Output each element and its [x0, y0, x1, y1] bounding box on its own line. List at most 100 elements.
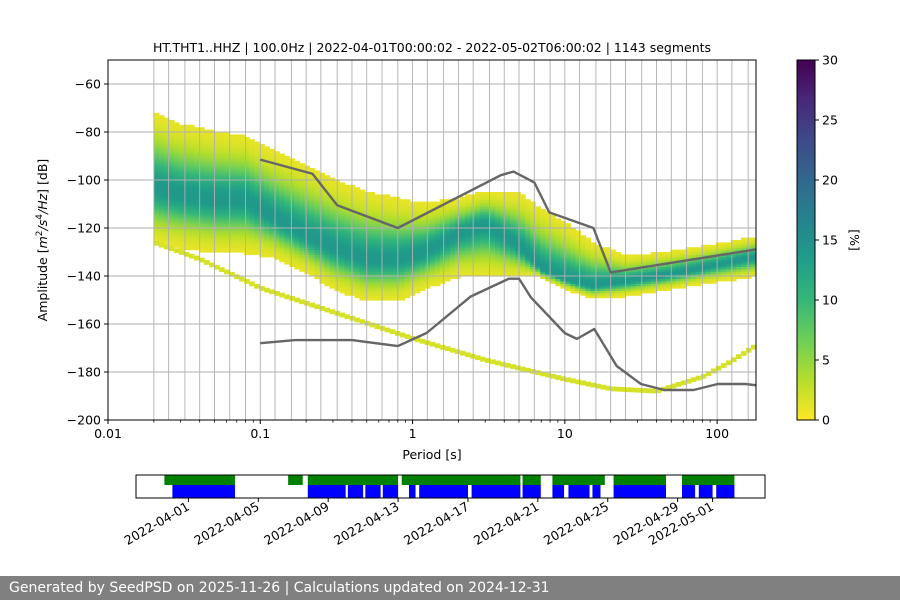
density-cell	[344, 292, 351, 296]
density-cell	[344, 216, 351, 219]
density-cell	[505, 256, 511, 260]
density-cell	[269, 168, 275, 171]
density-cell	[234, 194, 240, 198]
density-cell	[480, 204, 486, 207]
density-cell	[188, 211, 195, 215]
density-cell	[239, 204, 245, 207]
density-cell	[284, 184, 290, 188]
density-cell	[399, 211, 406, 215]
density-cell	[304, 196, 310, 200]
outlier-trace-cell	[434, 343, 441, 349]
density-cell	[474, 240, 481, 243]
density-cell	[630, 276, 637, 279]
density-cell	[264, 204, 270, 207]
density-cell	[178, 204, 185, 207]
density-cell	[480, 249, 486, 253]
density-cell	[219, 235, 225, 239]
density-cell	[444, 252, 451, 255]
density-cell	[229, 184, 235, 188]
density-cell	[459, 230, 466, 234]
density-cell	[294, 235, 300, 239]
density-cell	[309, 194, 316, 198]
density-cell	[178, 199, 185, 203]
density-cell	[239, 237, 245, 241]
outlier-trace-cell	[229, 271, 235, 277]
density-cell	[309, 170, 316, 174]
density-cell	[384, 276, 391, 279]
density-cell	[510, 194, 516, 198]
density-cell	[374, 249, 381, 253]
timeline-tick-label: 2022-04-05	[191, 499, 261, 548]
density-cell	[284, 249, 290, 253]
density-cell	[490, 240, 496, 243]
density-cell	[610, 249, 617, 253]
density-cell	[274, 184, 280, 188]
outlier-trace-cell	[580, 380, 586, 386]
density-cell	[304, 268, 310, 272]
density-cell	[329, 242, 336, 246]
density-cell	[274, 244, 280, 248]
density-cell	[695, 268, 702, 272]
density-cell	[168, 158, 175, 162]
density-cell	[530, 244, 536, 248]
density-cell	[274, 175, 280, 179]
density-cell	[153, 196, 160, 200]
density-cell	[535, 271, 541, 275]
density-cell	[289, 216, 295, 219]
density-cell	[434, 240, 441, 243]
density-cell	[173, 182, 180, 186]
density-cell	[239, 158, 245, 162]
density-cell	[555, 276, 561, 279]
density-cell	[279, 247, 285, 251]
density-cell	[249, 228, 255, 231]
density-cell	[505, 208, 511, 212]
density-cell	[665, 285, 672, 289]
density-cell	[344, 244, 351, 248]
density-cell	[700, 261, 707, 265]
density-cell	[379, 288, 386, 291]
density-cell	[274, 204, 280, 207]
density-cell	[429, 201, 436, 205]
density-cell	[178, 172, 185, 176]
density-cell	[264, 252, 270, 255]
density-cell	[464, 228, 471, 231]
density-cell	[239, 232, 245, 236]
density-cell	[224, 232, 230, 236]
density-cell	[635, 276, 642, 279]
density-cell	[419, 218, 426, 222]
density-cell	[314, 194, 321, 198]
density-cell	[485, 201, 491, 205]
density-cell	[199, 206, 205, 210]
density-cell	[434, 268, 441, 272]
density-cell	[389, 268, 396, 272]
density-cell	[214, 216, 220, 219]
density-cell	[199, 163, 205, 167]
density-cell	[665, 271, 672, 275]
density-cell	[354, 196, 361, 200]
density-cell	[590, 283, 597, 287]
density-cell	[294, 208, 300, 212]
density-cell	[515, 240, 521, 243]
density-cell	[625, 264, 632, 267]
density-cell	[680, 266, 687, 270]
density-cell	[439, 261, 446, 265]
density-cell	[289, 264, 295, 267]
density-cell	[204, 208, 210, 212]
density-cell	[590, 278, 597, 282]
density-cell	[339, 213, 346, 217]
density-cell	[329, 240, 336, 243]
density-cell	[219, 211, 225, 215]
density-cell	[314, 266, 321, 270]
density-cell	[153, 230, 160, 234]
density-cell	[540, 266, 546, 270]
density-cell	[299, 180, 305, 183]
density-cell	[495, 199, 501, 203]
density-cell	[163, 146, 170, 150]
density-cell	[735, 252, 742, 255]
density-cell	[239, 228, 245, 231]
density-cell	[173, 196, 180, 200]
density-cell	[304, 208, 310, 212]
density-cell	[193, 228, 200, 231]
density-cell	[495, 252, 501, 255]
density-cell	[665, 280, 672, 284]
